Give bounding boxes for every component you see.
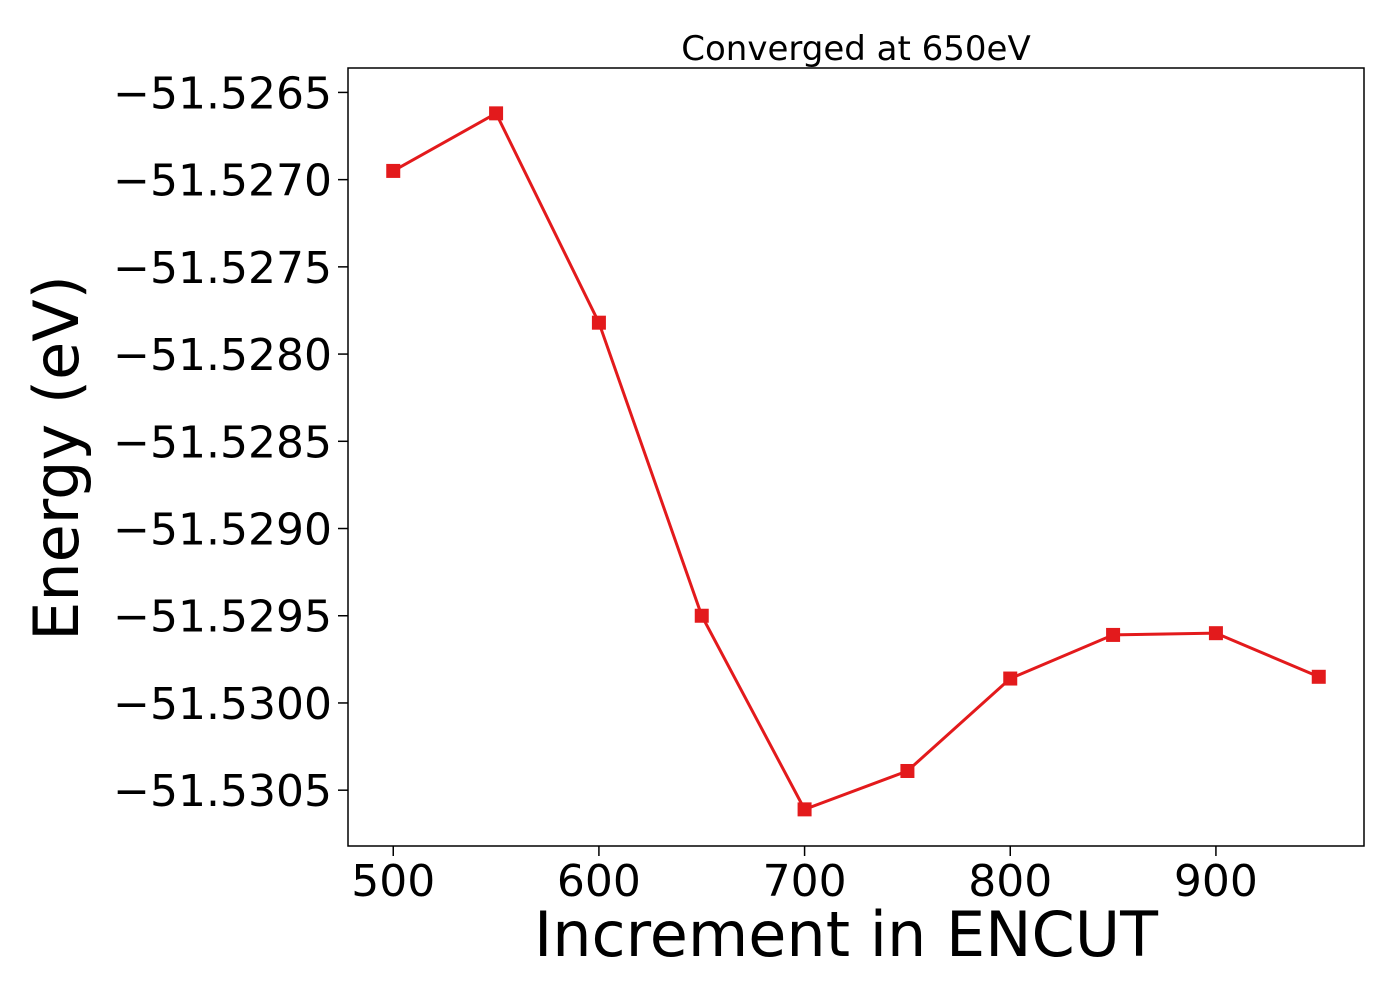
data-point-marker — [900, 763, 915, 778]
data-point-marker — [386, 163, 401, 178]
y-tick-label: −51.5265 — [113, 68, 332, 119]
y-tick-label: −51.5290 — [113, 505, 332, 556]
energy-series-markers — [386, 106, 1326, 817]
y-tick-label: −51.5270 — [113, 156, 332, 207]
data-point-marker — [797, 802, 812, 817]
y-tick-label: −51.5285 — [113, 417, 332, 468]
y-tick-label: −51.5280 — [113, 330, 332, 381]
y-tick-label: −51.5275 — [113, 243, 332, 294]
chart-title: Converged at 650eV — [681, 29, 1030, 69]
data-point-marker — [694, 608, 709, 623]
data-point-marker — [1311, 669, 1326, 684]
y-tick-label: −51.5300 — [113, 679, 332, 730]
x-tick-label: 800 — [968, 856, 1052, 907]
data-point-marker — [1106, 627, 1121, 642]
y-axis: −51.5305 −51.5300 −51.5295 −51.5290 −51.5285… — [113, 68, 348, 817]
x-tick-label: 700 — [763, 856, 847, 907]
x-tick-label: 900 — [1174, 856, 1258, 907]
data-point-marker — [1003, 671, 1018, 686]
plot-frame — [347, 67, 1365, 847]
energy-series-line — [392, 111, 1320, 812]
data-point-marker — [1208, 626, 1223, 641]
x-axis-label: Increment in ENCUT — [534, 898, 1159, 971]
x-tick-label: 600 — [557, 856, 641, 907]
data-point-marker — [489, 106, 504, 121]
x-tick-label: 500 — [351, 856, 435, 907]
data-point-marker — [591, 315, 606, 330]
y-tick-label: −51.5295 — [113, 592, 332, 643]
y-axis-label: Energy (eV) — [20, 275, 93, 641]
x-axis: 500 600 700 800 900 — [351, 846, 1258, 907]
y-tick-label: −51.5305 — [113, 766, 332, 817]
